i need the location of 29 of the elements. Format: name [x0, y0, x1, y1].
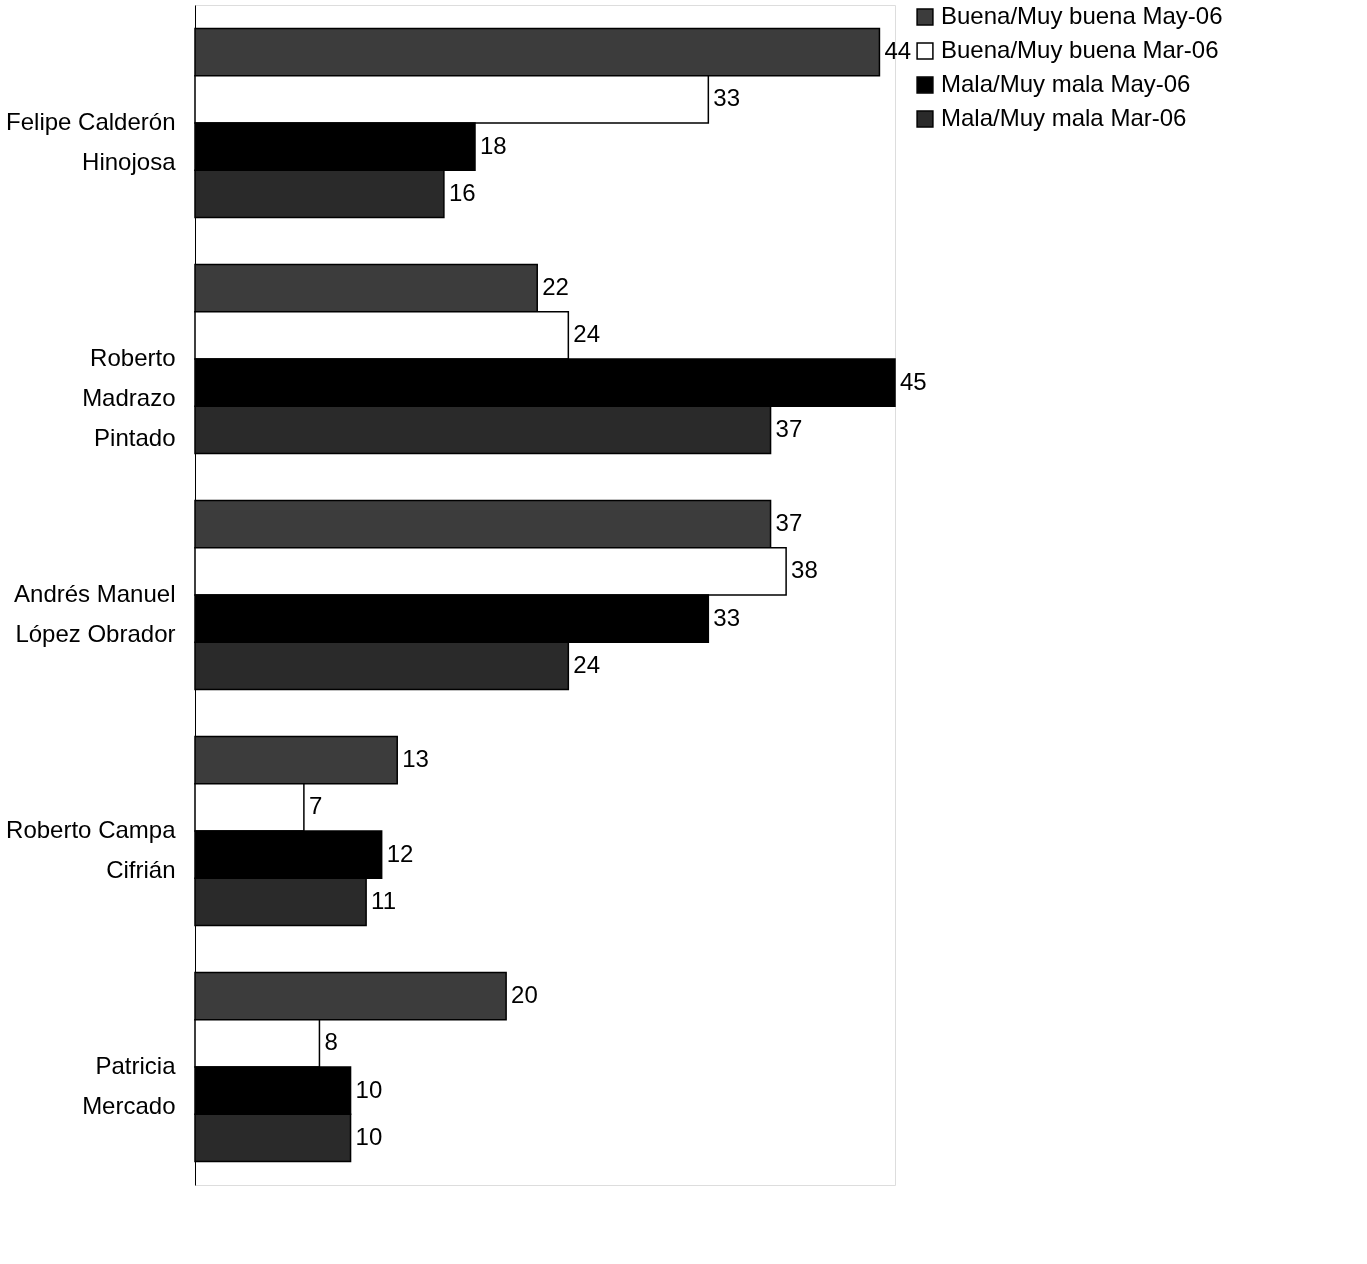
data-label: 24 — [573, 650, 601, 678]
data-label: 38 — [791, 556, 818, 584]
legend-label: Mala/Muy mala May-06 — [941, 70, 1191, 97]
data-label: 20 — [511, 981, 538, 1009]
data-label: 16 — [448, 178, 476, 206]
legend-label: Buena/Muy buena May-06 — [941, 2, 1223, 29]
y-tick-label: Roberto Madrazo Pintado — [82, 344, 176, 451]
y-tick-label: Roberto Campa Cifrián — [6, 816, 177, 883]
data-label: 7 — [308, 792, 323, 820]
y-tick-label: Andrés Manuel López Obrador — [14, 580, 176, 647]
data-label: 45 — [900, 367, 927, 395]
legend-label: Mala/Muy mala Mar-06 — [941, 104, 1187, 131]
data-label: 12 — [386, 839, 414, 867]
data-label: 11 — [371, 886, 397, 914]
data-label: 22 — [542, 273, 569, 301]
data-label: 18 — [480, 131, 507, 159]
data-label: 37 — [775, 414, 803, 442]
legend-label: Buena/Muy buena Mar-06 — [941, 36, 1219, 63]
data-label: 24 — [573, 320, 601, 348]
y-tick-label: Patricia Mercado — [82, 1052, 177, 1119]
data-label: 37 — [775, 509, 803, 537]
data-label: 44 — [884, 37, 912, 65]
data-label: 10 — [355, 1122, 383, 1150]
data-label: 33 — [713, 603, 741, 631]
y-tick-label: Felipe Calderón Hinojosa — [6, 108, 177, 175]
data-label: 13 — [402, 745, 429, 773]
data-label: 33 — [713, 84, 741, 112]
data-label: 8 — [324, 1028, 338, 1056]
data-label: 10 — [355, 1075, 383, 1103]
